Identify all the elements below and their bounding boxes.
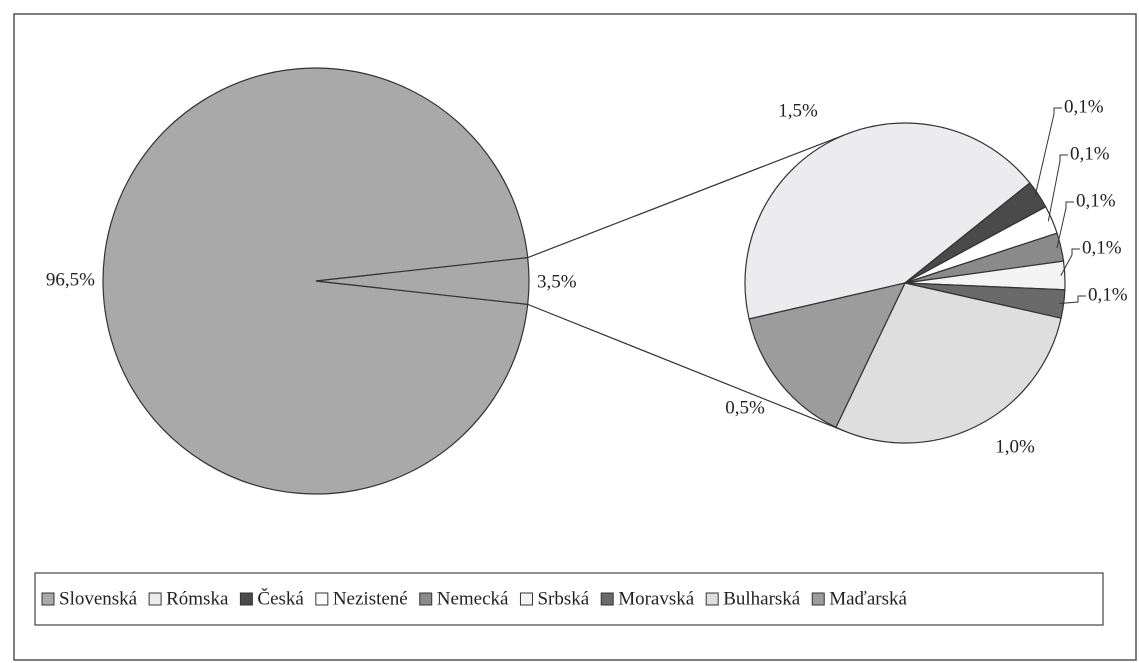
data-label: 0,5% (725, 397, 765, 418)
legend-box (34, 572, 1104, 626)
legend-swatch (519, 592, 533, 606)
pie-slice (744, 122, 1031, 320)
connector (527, 134, 846, 259)
legend-label: Rómska (166, 588, 229, 609)
legend-label: Nezistené (333, 588, 408, 609)
data-label: 0,1% (1070, 143, 1110, 164)
legend-label: Bulharská (723, 588, 801, 609)
legend-swatch (239, 592, 253, 606)
leader-line (1034, 107, 1062, 197)
legend-label: Slovenská (59, 588, 138, 609)
pie-slice (102, 67, 529, 495)
leader-line (1047, 154, 1068, 222)
leader-line (1056, 201, 1074, 249)
legend-swatch (41, 592, 55, 606)
legend-swatch (600, 592, 614, 606)
legend-swatch (315, 592, 329, 606)
legend-label: Moravská (618, 588, 695, 609)
data-label: 0,1% (1076, 190, 1116, 211)
pie-slice (835, 282, 1062, 444)
legend-label: Česká (257, 587, 304, 609)
data-label: 1,0% (995, 436, 1035, 457)
legend-swatch (148, 592, 162, 606)
data-label: 0,1% (1064, 96, 1104, 117)
data-label: 96,5% (46, 269, 95, 290)
data-label: 3,5% (537, 271, 577, 292)
legend-swatch (811, 592, 825, 606)
leader-line (1060, 248, 1080, 276)
legend-swatch (419, 592, 433, 606)
pie-slice-other (315, 256, 530, 306)
legend-swatch (705, 592, 719, 606)
pie-slice (748, 282, 907, 429)
connector (527, 303, 846, 432)
legend-label: Nemecká (437, 588, 509, 609)
data-label: 0,1% (1088, 284, 1128, 305)
legend-label: Srbská (537, 588, 589, 609)
data-label: 0,1% (1082, 237, 1122, 258)
legend-label: Maďarská (829, 588, 907, 609)
leader-line (1059, 295, 1086, 305)
data-label: 1,5% (778, 100, 818, 121)
